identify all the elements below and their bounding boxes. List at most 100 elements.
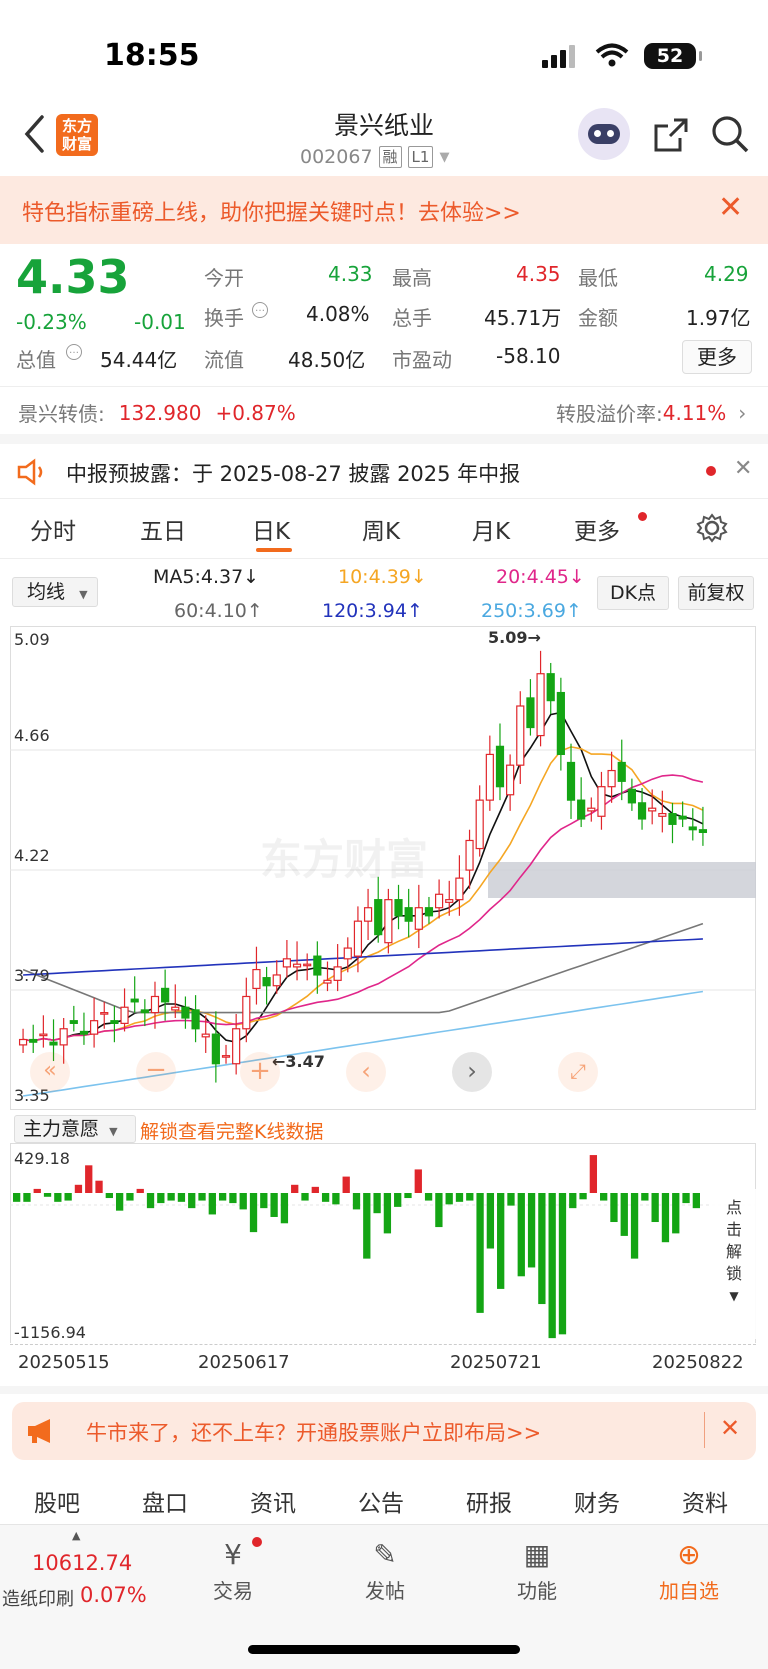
convertible-bond-row[interactable]: 景兴转债: 132.980 +0.87% xyxy=(18,398,296,427)
flow-bar xyxy=(198,1193,206,1201)
candle-body xyxy=(688,826,697,831)
unlock-kline-link[interactable]: 解锁查看完整K线数据 xyxy=(140,1121,324,1143)
adjust-button[interactable]: 前复权 xyxy=(678,576,754,610)
date-label: 20250721 xyxy=(450,1352,542,1373)
mktcap-value: 54.44亿 xyxy=(100,348,178,372)
app-logo: 东方财富 xyxy=(56,114,98,156)
candle-body xyxy=(211,1033,220,1065)
candle-body xyxy=(465,839,474,871)
high-value: 4.35 xyxy=(516,262,561,286)
nav-post[interactable]: ✎ 发帖 xyxy=(340,1535,430,1604)
ma10-line xyxy=(22,746,704,1042)
ma250-line xyxy=(22,990,704,1097)
zoom-out-icon[interactable]: − xyxy=(136,1052,176,1092)
flow-bar xyxy=(95,1180,103,1193)
flow-bar xyxy=(33,1188,41,1193)
close-icon[interactable]: ✕ xyxy=(720,1414,741,1442)
unread-dot xyxy=(706,466,716,476)
notice-bar[interactable]: 中报预披露：于 2025-08-27 披露 2025 年中报 ✕ xyxy=(0,444,768,500)
candle-body xyxy=(374,899,383,936)
kline-chart[interactable]: 5.09 4.66 4.22 3.79 3.35 5.09→ ←3.47 东方财… xyxy=(10,626,756,1110)
tab-weekly-k[interactable]: 周K xyxy=(362,519,401,545)
flow-bar xyxy=(558,1193,567,1335)
flow-bar xyxy=(218,1193,227,1201)
scroll-right-icon[interactable]: › xyxy=(452,1052,492,1092)
settings-gear-icon[interactable] xyxy=(696,512,728,544)
candle-body xyxy=(313,955,322,976)
scroll-left-fast-icon[interactable]: « xyxy=(30,1052,70,1092)
sector-index-ticker[interactable]: ▲ 10612.74 造纸印刷 0.07% xyxy=(0,1527,160,1617)
candle-body xyxy=(587,807,596,812)
ma-selector-label: 均线 xyxy=(27,581,66,603)
tab-market[interactable]: 盘口 xyxy=(142,1491,188,1517)
tab-five-day[interactable]: 五日 xyxy=(140,519,186,545)
flow-bar xyxy=(404,1193,412,1199)
more-button[interactable]: 更多 xyxy=(682,340,752,374)
dk-point-button[interactable]: DK点 xyxy=(597,576,669,610)
close-icon[interactable]: ✕ xyxy=(734,456,753,481)
info-icon[interactable]: … xyxy=(252,302,268,318)
tab-forum[interactable]: 股吧 xyxy=(34,1491,80,1517)
promo-banner[interactable]: 特色指标重磅上线，助你把握关键时点！去体验>> ✕ xyxy=(0,176,768,244)
volume-label: 总手 xyxy=(392,306,432,330)
flow-bar xyxy=(249,1193,258,1233)
scroll-left-icon[interactable]: ‹ xyxy=(346,1052,386,1092)
flow-bar xyxy=(239,1193,247,1210)
tab-intraday[interactable]: 分时 xyxy=(30,519,76,545)
fullscreen-icon[interactable]: ⤢ xyxy=(558,1052,598,1092)
stock-code: 002067 xyxy=(300,146,373,168)
nav-add-watchlist[interactable]: ⊕ 加自选 xyxy=(644,1535,734,1604)
robot-assistant-icon[interactable] xyxy=(578,108,630,160)
ma-selector[interactable]: 均线 ▼ xyxy=(12,577,98,607)
tab-monthly-k[interactable]: 月K xyxy=(472,519,511,545)
status-bar: 18:55 52 xyxy=(0,0,768,100)
zoom-in-icon[interactable]: + xyxy=(240,1052,280,1092)
tab-finance[interactable]: 财务 xyxy=(574,1491,620,1517)
bond-premium[interactable]: 转股溢价率: 4.11% › xyxy=(556,398,746,427)
back-arrow-icon[interactable] xyxy=(22,114,46,154)
ma60-value: 60:4.10↑ xyxy=(174,600,263,622)
indicator-selector[interactable]: 主力意愿 ▼ xyxy=(14,1115,136,1143)
flow-bar xyxy=(167,1193,175,1201)
premium-value: 4.11% xyxy=(662,400,727,425)
candle-body xyxy=(120,1006,129,1024)
search-icon[interactable] xyxy=(710,114,750,154)
date-label: 20250822 xyxy=(652,1352,744,1373)
change-percent: -0.23% xyxy=(16,310,87,334)
nav-functions[interactable]: ▦ 功能 xyxy=(492,1535,582,1604)
divider xyxy=(0,498,768,499)
candle-body xyxy=(262,977,271,987)
flow-bar xyxy=(630,1193,639,1259)
chevron-down-icon: ▼ xyxy=(729,1289,739,1303)
stock-code-row[interactable]: 002067 融 L1 ▼ xyxy=(300,146,449,168)
turnover-label: 换手 xyxy=(204,306,244,330)
y-label: 4.66 xyxy=(14,726,50,745)
flow-bar xyxy=(600,1193,608,1201)
tab-daily-k[interactable]: 日K xyxy=(252,519,291,545)
flow-bar xyxy=(414,1169,422,1193)
index-value: 10612.74 xyxy=(32,1551,133,1575)
notice-text: 中报预披露：于 2025-08-27 披露 2025 年中报 xyxy=(66,462,521,486)
tab-profile[interactable]: 资料 xyxy=(682,1491,728,1517)
close-icon[interactable]: ✕ xyxy=(718,190,744,225)
chevron-down-icon: ▼ xyxy=(109,1125,118,1138)
candle-body xyxy=(161,987,170,1003)
unlock-side-button[interactable]: 点 击 解 锁 ▼ xyxy=(712,1189,756,1339)
candle-body xyxy=(424,907,434,917)
flow-bar xyxy=(507,1193,515,1206)
tab-news[interactable]: 资讯 xyxy=(250,1491,296,1517)
yen-exchange-icon: ¥ xyxy=(224,1538,242,1571)
account-ad-banner[interactable]: 牛市来了，还不上车？开通股票账户立即布局>> ✕ xyxy=(12,1402,756,1460)
amount-value: 1.97亿 xyxy=(686,306,751,330)
nav-trade[interactable]: ¥ 交易 xyxy=(188,1535,278,1604)
tab-more[interactable]: 更多 xyxy=(574,519,620,545)
share-icon[interactable] xyxy=(652,116,690,154)
tab-announcements[interactable]: 公告 xyxy=(358,1491,404,1517)
candle-body xyxy=(536,673,545,737)
info-icon[interactable]: … xyxy=(66,344,82,360)
flow-bar xyxy=(455,1193,464,1202)
tab-reports[interactable]: 研报 xyxy=(466,1491,512,1517)
candle-body xyxy=(39,1033,48,1037)
turnover-value: 4.08% xyxy=(306,302,370,326)
battery-indicator: 52 xyxy=(644,43,702,69)
